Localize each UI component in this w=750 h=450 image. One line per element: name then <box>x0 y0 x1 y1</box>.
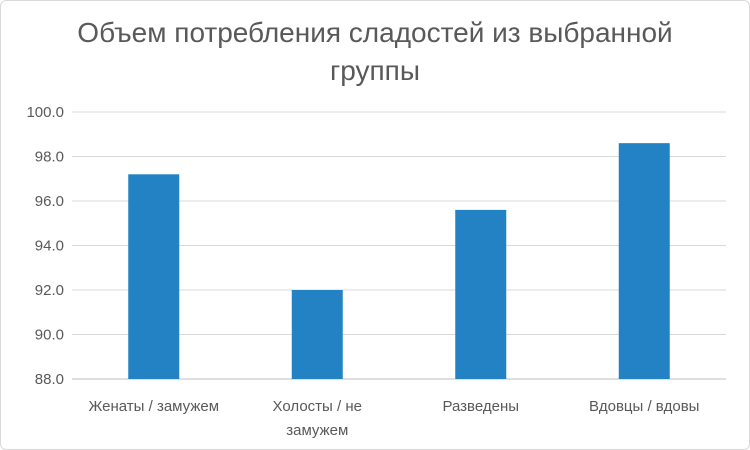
y-tick-label: 90.0 <box>35 327 64 344</box>
bar[interactable] <box>618 143 670 379</box>
bar[interactable] <box>128 174 180 379</box>
y-tick-label: 88.0 <box>35 371 64 388</box>
x-tick-label: Разведены <box>442 398 519 415</box>
x-tick-label: Холосты / не <box>273 398 362 415</box>
chart-title: Объем потребления сладостей из выбранной… <box>77 17 673 86</box>
x-tick-label: Женаты / замужем <box>88 398 219 415</box>
y-tick-label: 94.0 <box>35 238 64 255</box>
bar[interactable] <box>455 209 507 379</box>
y-tick-label: 96.0 <box>35 193 64 210</box>
y-tick-label: 98.0 <box>35 149 64 166</box>
x-tick-label: Вдовцы / вдовы <box>589 398 699 415</box>
bar[interactable] <box>291 290 343 379</box>
y-tick-label: 92.0 <box>35 282 64 299</box>
x-tick-label: замужем <box>286 422 348 439</box>
y-tick-label: 100.0 <box>26 104 64 121</box>
